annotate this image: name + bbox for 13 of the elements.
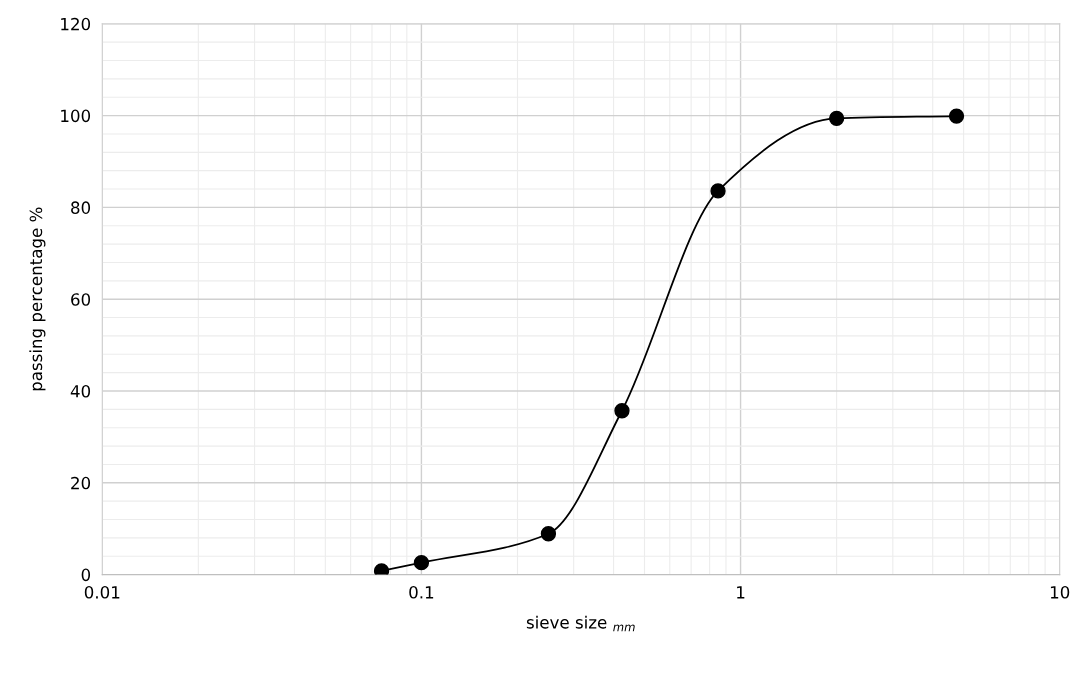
y-tick-label: 60 — [71, 293, 91, 306]
y-tick-label: 100 — [61, 109, 91, 123]
y-tick-label: 120 — [61, 17, 91, 31]
y-tick-label: 40 — [70, 384, 91, 398]
y-axis-title: passing percentage % — [29, 207, 46, 391]
x-tick-label: 0.1 — [409, 586, 434, 599]
x-tick-label: 1 — [737, 586, 745, 599]
y-tick-label: 80 — [71, 201, 91, 214]
y-tick-label: 20 — [71, 476, 91, 490]
x-tick-label: 10 — [1050, 586, 1070, 599]
x-axis-title: sieve size $_{mm}$ — [526, 615, 635, 632]
y-tick-label: 0 — [81, 568, 91, 582]
x-tick-label: 0.01 — [84, 586, 120, 599]
